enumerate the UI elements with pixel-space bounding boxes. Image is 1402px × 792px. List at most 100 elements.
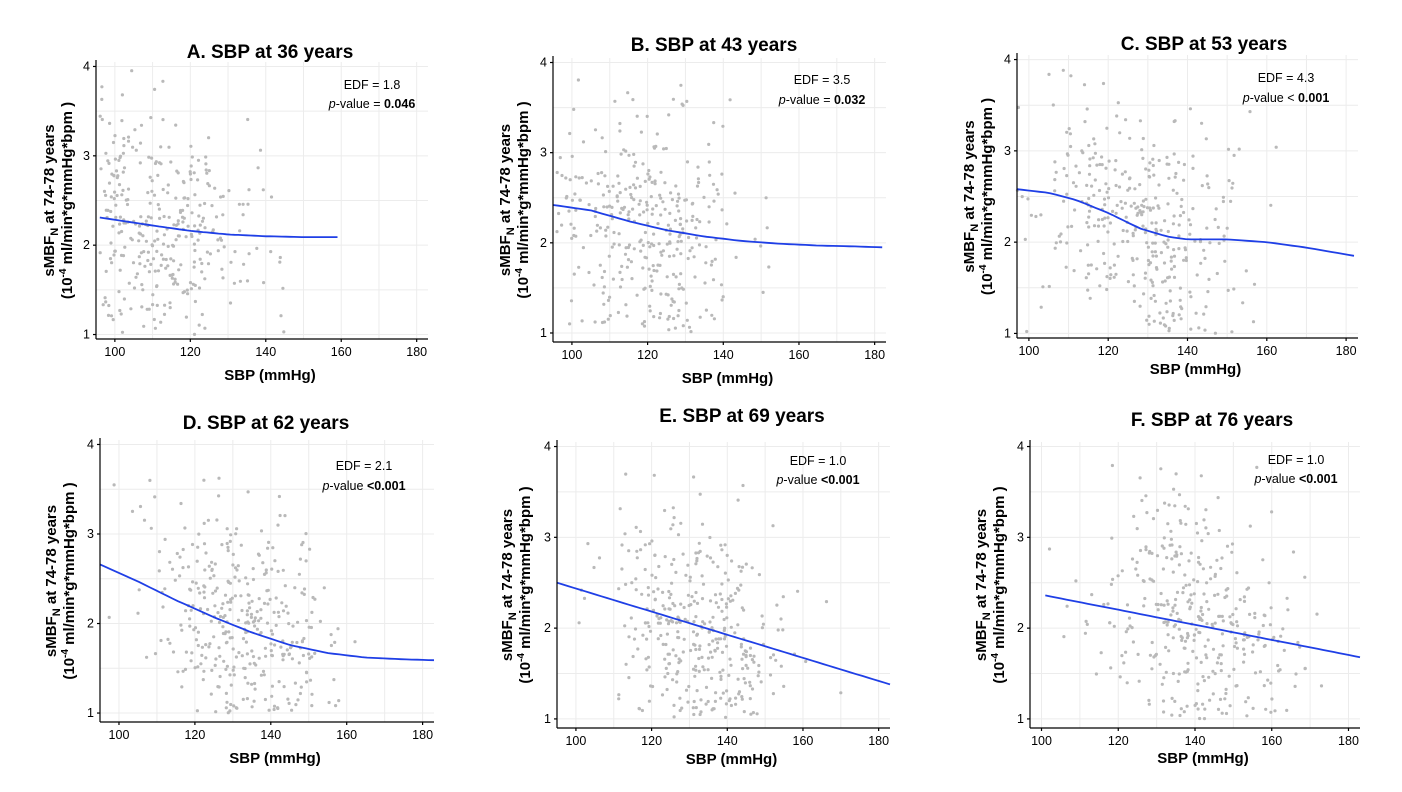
- y-axis-label-rest: at 74-78 years: [497, 124, 514, 227]
- data-point: [1202, 312, 1206, 316]
- data-point: [708, 535, 712, 540]
- data-point: [1194, 627, 1198, 631]
- data-point: [691, 706, 695, 710]
- data-point: [558, 156, 562, 160]
- data-point: [610, 245, 614, 249]
- data-point: [642, 324, 647, 328]
- data-point: [670, 562, 674, 567]
- data-point: [701, 620, 705, 624]
- data-point: [642, 210, 646, 214]
- data-point: [1192, 592, 1196, 596]
- data-point: [322, 586, 326, 590]
- data-point: [192, 265, 196, 269]
- data-point: [277, 680, 281, 684]
- data-point: [660, 253, 664, 257]
- data-point: [779, 664, 783, 668]
- data-point: [174, 196, 178, 200]
- data-point: [186, 292, 190, 296]
- data-point: [1150, 250, 1154, 254]
- data-point: [753, 237, 757, 241]
- data-point: [1145, 241, 1149, 245]
- data-point: [1230, 542, 1235, 546]
- data-point: [122, 166, 127, 170]
- data-point: [200, 312, 204, 317]
- data-point: [156, 237, 160, 241]
- data-point: [1216, 592, 1220, 596]
- y-axis-label: sMBFN at 74-78 years(10-4 ml/min*g*mmHg*…: [499, 486, 534, 683]
- p-label-rest: -value: [783, 473, 821, 487]
- data-point: [1138, 119, 1142, 123]
- data-point: [1215, 558, 1219, 562]
- data-point: [839, 691, 843, 695]
- data-point: [205, 171, 209, 175]
- data-point: [687, 325, 692, 329]
- data-point: [233, 566, 238, 570]
- data-point: [1162, 603, 1166, 607]
- data-point: [257, 597, 261, 601]
- data-point: [299, 685, 303, 689]
- data-point: [239, 594, 243, 598]
- data-point: [138, 232, 143, 236]
- data-point: [1126, 280, 1130, 284]
- data-point: [581, 140, 586, 144]
- data-point: [134, 275, 138, 279]
- data-point: [1251, 706, 1255, 711]
- data-point: [1253, 616, 1257, 620]
- data-point: [192, 628, 196, 632]
- data-point: [671, 620, 675, 624]
- data-point: [229, 702, 233, 707]
- data-point: [1211, 692, 1215, 696]
- data-point: [728, 599, 733, 603]
- data-point: [1088, 157, 1092, 161]
- data-point: [1135, 560, 1139, 565]
- data-point: [1181, 591, 1185, 595]
- data-point: [255, 246, 259, 250]
- data-point: [634, 525, 638, 530]
- data-point: [281, 568, 285, 572]
- data-point: [1184, 522, 1188, 526]
- data-point: [1157, 158, 1161, 163]
- data-point: [685, 318, 689, 322]
- data-point: [1215, 661, 1219, 665]
- data-point: [1114, 211, 1118, 215]
- data-point: [687, 235, 691, 240]
- data-point: [671, 97, 676, 101]
- y-axis-label-subscript: N: [505, 227, 517, 235]
- data-point: [171, 272, 175, 277]
- data-point: [269, 195, 274, 199]
- data-point: [671, 299, 675, 304]
- data-point: [1147, 702, 1151, 706]
- data-point: [1054, 241, 1058, 245]
- data-point: [1171, 606, 1175, 610]
- data-point: [247, 601, 251, 605]
- data-point: [304, 559, 308, 563]
- data-point: [605, 205, 609, 209]
- data-point: [677, 287, 681, 291]
- data-point: [1272, 635, 1276, 640]
- data-point: [771, 524, 775, 528]
- data-point: [1234, 641, 1238, 645]
- data-point: [1279, 634, 1283, 638]
- data-point: [1182, 210, 1186, 215]
- data-point: [1163, 620, 1168, 624]
- data-point: [157, 161, 162, 165]
- data-point: [1133, 228, 1137, 232]
- data-point: [232, 281, 236, 285]
- data-point: [1264, 707, 1268, 711]
- data-point: [676, 314, 680, 318]
- data-point: [659, 170, 663, 174]
- data-point: [237, 651, 241, 655]
- data-point: [761, 290, 765, 294]
- data-point: [1034, 214, 1038, 219]
- data-point: [757, 573, 762, 577]
- data-point: [215, 586, 219, 590]
- data-point: [112, 197, 116, 201]
- data-point: [657, 617, 661, 621]
- data-point: [748, 653, 753, 658]
- data-point: [135, 272, 139, 276]
- data-point: [1200, 184, 1204, 188]
- data-point: [184, 650, 188, 654]
- x-axis-label: SBP (mmHg): [224, 367, 315, 384]
- data-point: [1144, 548, 1148, 552]
- data-point: [705, 554, 709, 558]
